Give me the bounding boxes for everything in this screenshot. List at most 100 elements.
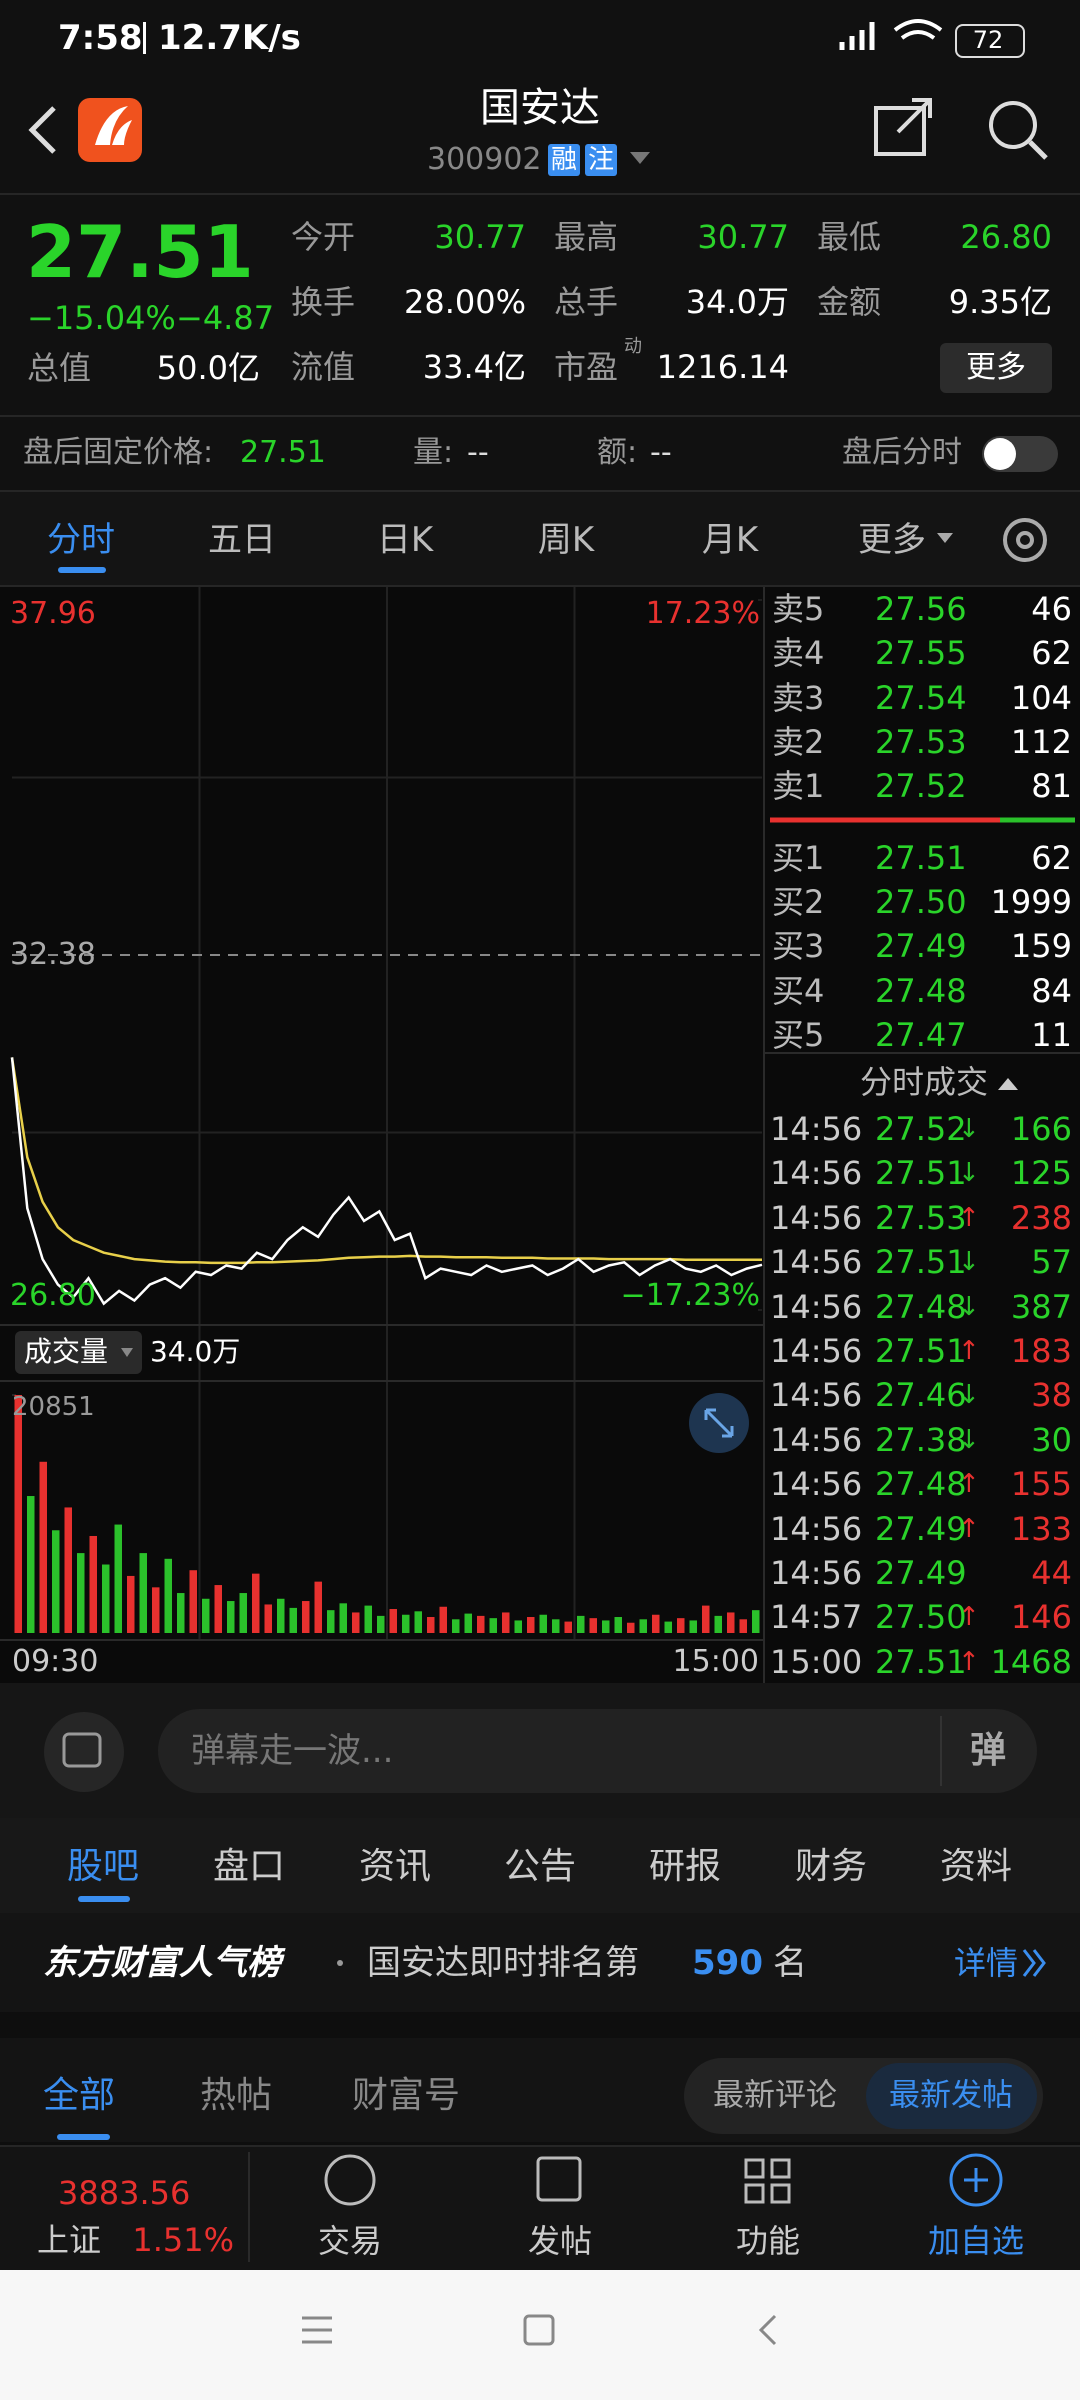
trade-icon[interactable] (324, 2154, 376, 2206)
nav-item[interactable]: 功能 (735, 2222, 801, 2260)
wifi-icon (893, 19, 943, 40)
guba-tab[interactable]: 研报 (648, 1846, 722, 1887)
post-tab[interactable]: 财富号 (352, 2075, 461, 2116)
order-volume: 1999 (990, 883, 1072, 922)
status-divider (143, 22, 146, 54)
ranking-link[interactable]: 详情 (953, 1944, 1018, 1982)
volume-bar (452, 1619, 460, 1633)
nav-item[interactable]: 加自选 (927, 2222, 1025, 2260)
danmaku-input[interactable] (158, 1709, 1037, 1793)
index-value: 3883.56 (58, 2174, 191, 2212)
field-value: 30.77 (697, 218, 789, 256)
guba-tab[interactable]: 资讯 (358, 1846, 432, 1887)
field-value: 50.0亿 (156, 349, 260, 387)
system-nav (0, 2270, 1080, 2400)
add-icon[interactable] (949, 2153, 1003, 2207)
chart-tab[interactable]: 分时 (47, 520, 115, 560)
trade-price: 27.51 (875, 1642, 967, 1681)
field-value: 33.4亿 (422, 348, 526, 386)
trade-time: 14:56 (770, 1509, 863, 1548)
more-button[interactable] (940, 343, 1052, 393)
volume-bar (527, 1617, 535, 1633)
share-icon[interactable] (874, 106, 926, 156)
trade-price: 27.49 (875, 1509, 967, 1548)
sort-option[interactable]: 最新评论 (713, 2077, 837, 2114)
trade-price: 27.52 (875, 1110, 967, 1148)
danmaku-glyph (62, 1732, 102, 1768)
nav-item[interactable]: 交易 (317, 2222, 383, 2260)
order-price: 27.52 (875, 767, 967, 806)
guba-tab[interactable]: 资料 (939, 1846, 1013, 1887)
post-icon[interactable] (536, 2156, 582, 2202)
stock-tag: 融 (548, 144, 581, 176)
trade-volume: 133 (1010, 1509, 1072, 1548)
more-button-label[interactable]: 更多 (966, 350, 1026, 385)
guba-tab[interactable]: 股吧 (66, 1846, 140, 1887)
volume-label-box[interactable] (15, 1331, 142, 1374)
volume-bar (714, 1615, 722, 1633)
trade-arrow: ↑ (958, 1202, 980, 1233)
trade-arrow: ↓ (958, 1424, 980, 1455)
trade-price: 27.46 (875, 1376, 967, 1415)
volume-bar (589, 1618, 597, 1633)
field-label: 流值 (291, 348, 356, 386)
menu-key[interactable] (302, 2316, 332, 2344)
volume-bar (252, 1573, 260, 1633)
chart-tab[interactable]: 五日 (208, 520, 276, 560)
guba-tab[interactable]: 公告 (503, 1846, 577, 1887)
volume-bar (177, 1593, 185, 1633)
volume-bar (702, 1605, 710, 1633)
chart-tab[interactable]: 月K (701, 520, 759, 560)
order-price: 27.51 (875, 839, 967, 877)
sort-option[interactable]: 最新发帖 (889, 2077, 1013, 2114)
order-label: 买4 (772, 971, 825, 1010)
volume-tick-label: 20851 (12, 1392, 95, 1422)
guba-tab[interactable]: 盘口 (212, 1846, 286, 1887)
sort-active-pill[interactable] (866, 2063, 1037, 2129)
trade-arrow: ↑ (958, 1513, 980, 1544)
guba-tab[interactable]: 财务 (794, 1846, 868, 1887)
home-key[interactable] (523, 2314, 555, 2346)
order-volume: 159 (1010, 927, 1072, 966)
stock-tag: 注 (585, 144, 618, 176)
order-volume: 62 (1031, 634, 1072, 673)
ranking-brand: 东方财富人气榜 (43, 1943, 281, 1983)
danmaku-button[interactable]: 弹 (969, 1730, 1007, 1771)
function-icon[interactable] (744, 2158, 791, 2204)
logo-mark (95, 106, 132, 145)
code-dropdown[interactable] (630, 152, 650, 164)
danmaku-icon[interactable] (44, 1712, 124, 1792)
trade-price: 27.48 (875, 1287, 967, 1326)
volume-bar (727, 1612, 735, 1633)
signal-icon (839, 22, 875, 50)
order-label: 买5 (772, 1015, 825, 1054)
toggle-knob (984, 438, 1016, 470)
search-icon[interactable] (989, 101, 1037, 149)
y-tick-label: 37.96 (10, 596, 96, 631)
chart-tab[interactable]: 更多 (858, 520, 926, 560)
order-volume: 104 (1010, 678, 1072, 717)
nav-item[interactable]: 发帖 (527, 2222, 593, 2260)
post-tab[interactable]: 热帖 (200, 2075, 273, 2116)
settings-icon[interactable] (1003, 518, 1047, 562)
expand-arrows (704, 1408, 734, 1438)
trade-volume: 146 (1010, 1598, 1072, 1637)
volume-bar (664, 1621, 672, 1633)
volume-bar (402, 1614, 410, 1633)
chart-tab[interactable]: 周K (537, 520, 595, 560)
volume-label[interactable]: 成交量 (24, 1335, 109, 1368)
volume-bar (364, 1605, 372, 1633)
post-tab[interactable]: 全部 (43, 2075, 116, 2116)
field-label: 金额 (817, 283, 882, 321)
add-plus (964, 2168, 988, 2192)
back-arrow[interactable] (28, 106, 56, 154)
change-pct: −15.04% (27, 299, 176, 337)
trade-price: 27.53 (875, 1198, 967, 1237)
volume-bar (489, 1618, 497, 1633)
price-line (10, 1057, 763, 1306)
volume-bar (39, 1461, 47, 1633)
back-key[interactable] (758, 2314, 777, 2346)
chart-tab[interactable]: 日K (376, 520, 434, 560)
